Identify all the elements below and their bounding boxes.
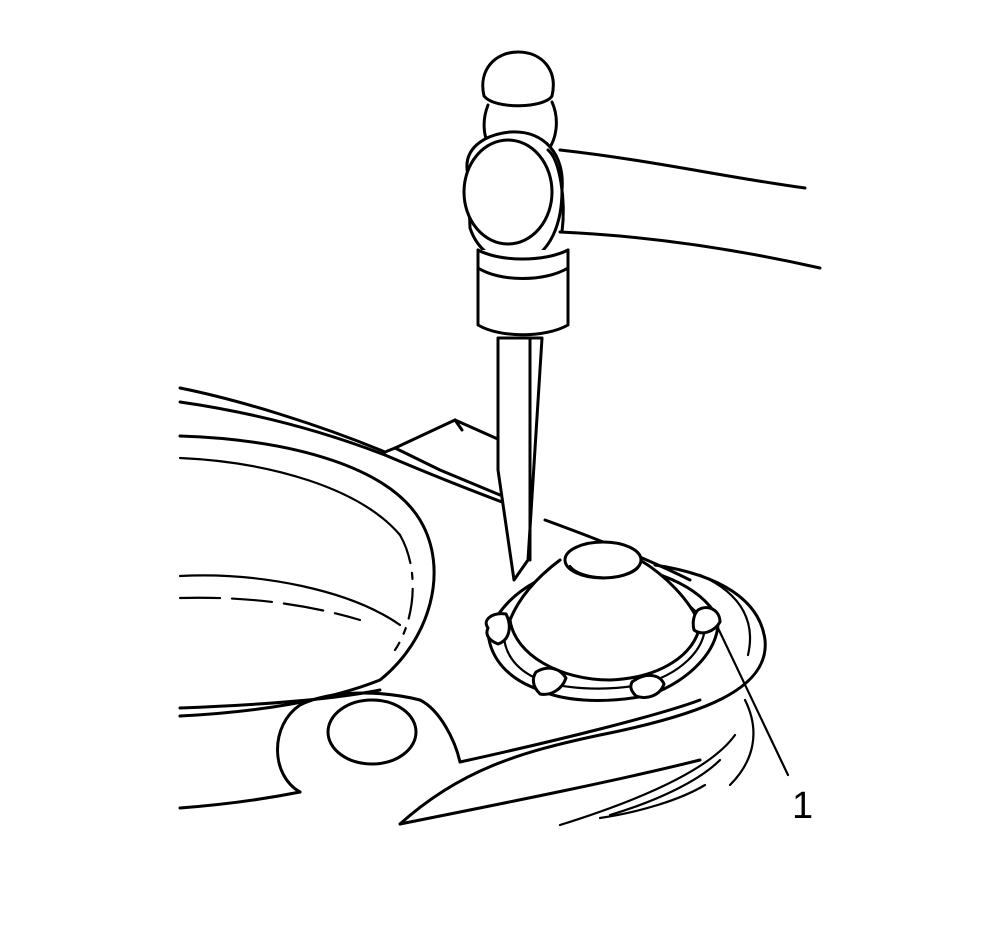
- stud-cap: [484, 540, 722, 702]
- callout-number-1: 1: [792, 785, 813, 827]
- hammer-icon: [462, 50, 822, 337]
- knuckle-casting: [178, 386, 767, 827]
- chisel-icon: [496, 336, 544, 582]
- callout-1: 1: [716, 626, 813, 827]
- callout-leader-line: [716, 626, 790, 777]
